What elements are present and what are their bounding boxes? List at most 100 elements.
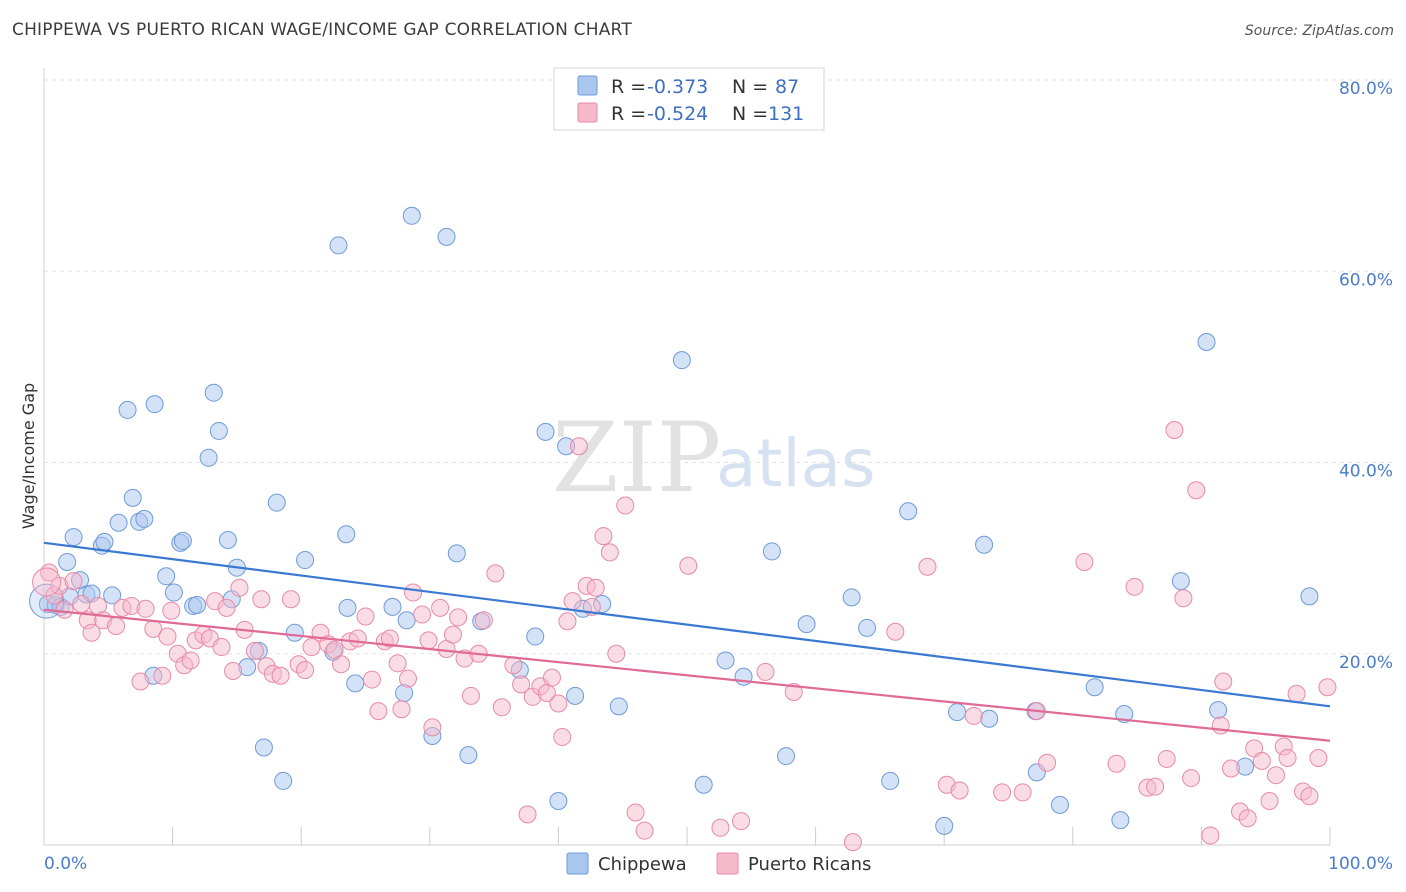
data-point: [1174, 589, 1193, 608]
bottom-legend-label-chippewa: Chippewa: [598, 854, 687, 875]
data-point: [209, 421, 228, 440]
trendline-chippewa: [43, 541, 1331, 708]
data-point: [346, 674, 365, 693]
data-point: [181, 651, 200, 670]
data-point: [285, 623, 304, 642]
legend-swatch-chippewa: [577, 75, 598, 96]
data-point: [1238, 809, 1257, 828]
data-point: [369, 702, 388, 721]
data-point: [397, 611, 416, 630]
data-point: [1075, 552, 1094, 571]
data-point: [492, 698, 511, 717]
trendline-puerto-ricans: [43, 608, 1331, 742]
data-point: [224, 661, 243, 680]
data-point: [1278, 748, 1297, 767]
data-point: [348, 629, 367, 648]
data-point: [563, 592, 582, 611]
data-point: [131, 672, 150, 691]
data-point: [199, 448, 218, 467]
data-point: [558, 612, 577, 631]
data-point: [58, 552, 77, 571]
data-point: [437, 227, 456, 246]
data-point: [980, 709, 999, 728]
data-point: [549, 694, 568, 713]
bottom-legend-label-puerto-ricans: Puerto Ricans: [748, 854, 871, 875]
data-point: [281, 590, 300, 609]
data-point: [157, 567, 176, 586]
data-point: [1182, 769, 1201, 788]
data-point: [274, 771, 293, 790]
data-point: [95, 532, 114, 551]
data-point: [964, 706, 983, 725]
data-point: [616, 496, 635, 515]
data-point: [486, 564, 505, 583]
data-point: [271, 666, 290, 685]
legend-swatch-puerto-ricans: [577, 102, 598, 123]
data-point: [296, 661, 315, 680]
data-point: [626, 803, 645, 822]
bottom-legend-swatch-puerto-ricans: [716, 852, 739, 875]
legend-n-value: 87: [775, 76, 799, 98]
data-point: [404, 583, 423, 602]
data-point: [402, 206, 421, 225]
watermark-atlas: atlas: [716, 425, 876, 502]
data-point: [218, 530, 237, 549]
bottom-legend-swatch-chippewa: [566, 852, 589, 875]
data-point: [158, 627, 177, 646]
data-point: [716, 651, 735, 670]
data-point: [1013, 783, 1032, 802]
y-tick-labels: 20.0% 40.0% 60.0% 80.0%: [1339, 79, 1393, 673]
data-point: [553, 727, 572, 746]
bottom-legend: Chippewa Puerto Ricans: [566, 852, 871, 875]
data-point: [711, 818, 730, 837]
data-point: [296, 551, 315, 570]
trendlines: [43, 541, 1331, 742]
data-point: [383, 597, 402, 616]
data-point: [899, 502, 918, 521]
data-point: [449, 608, 468, 627]
data-point: [536, 422, 555, 441]
data-point: [918, 557, 937, 576]
data-point: [135, 509, 154, 528]
data-point: [694, 775, 713, 794]
legend-n-label: N =: [732, 103, 768, 125]
data-point: [1214, 672, 1233, 691]
data-point: [526, 627, 545, 646]
data-point: [217, 598, 236, 617]
data-point: [732, 812, 751, 831]
data-point: [1107, 754, 1126, 773]
data-point: [1197, 333, 1216, 352]
data-point: [586, 578, 605, 597]
data-point: [935, 816, 954, 835]
data-point: [1125, 577, 1144, 596]
data-point: [388, 654, 407, 673]
watermark-zip: ZIP: [552, 402, 721, 514]
data-point: [881, 771, 900, 790]
y-tick-label: 60.0%: [1339, 270, 1393, 290]
x-tick-label: 0.0%: [44, 854, 87, 874]
data-point: [447, 544, 466, 563]
data-point: [569, 437, 588, 456]
data-point: [245, 641, 264, 660]
data-point: [443, 625, 462, 644]
data-point: [566, 686, 585, 705]
data-point: [123, 488, 142, 507]
data-point: [423, 718, 442, 737]
data-point: [679, 556, 698, 575]
data-point: [204, 383, 223, 402]
data-point: [858, 618, 877, 637]
data-point: [392, 700, 411, 719]
y-tick-label: 80.0%: [1339, 79, 1393, 99]
data-point: [474, 611, 493, 630]
data-point: [886, 622, 905, 641]
data-point: [362, 670, 381, 689]
data-point: [332, 655, 351, 674]
data-point: [173, 531, 192, 550]
chart-title: CHIPPEWA VS PUERTO RICAN WAGE/INCOME GAP…: [12, 20, 632, 40]
data-point: [950, 781, 969, 800]
y-axis-title: Wage/Income Gap: [19, 383, 38, 529]
data-point: [413, 605, 432, 624]
data-point: [164, 583, 183, 602]
data-point: [762, 542, 781, 561]
